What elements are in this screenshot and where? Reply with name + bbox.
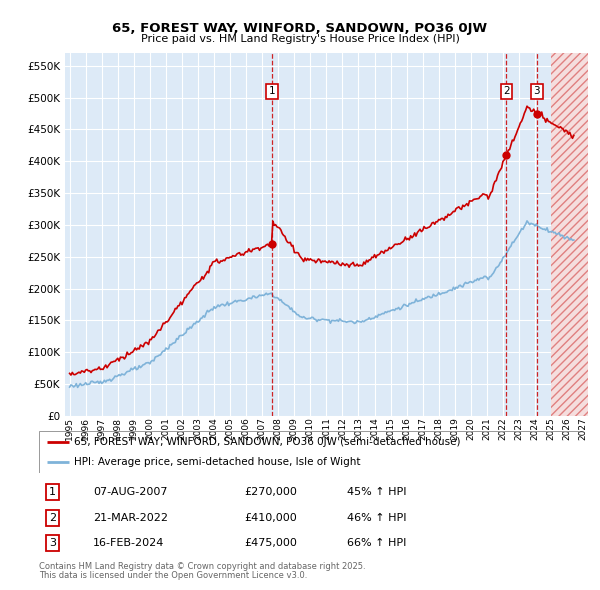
Text: 21-MAR-2022: 21-MAR-2022 <box>93 513 168 523</box>
Text: £475,000: £475,000 <box>244 538 297 548</box>
Text: £410,000: £410,000 <box>244 513 297 523</box>
Text: 3: 3 <box>533 86 540 96</box>
Text: This data is licensed under the Open Government Licence v3.0.: This data is licensed under the Open Gov… <box>39 571 307 580</box>
Text: 46% ↑ HPI: 46% ↑ HPI <box>347 513 406 523</box>
Text: 1: 1 <box>49 487 56 497</box>
Text: Contains HM Land Registry data © Crown copyright and database right 2025.: Contains HM Land Registry data © Crown c… <box>39 562 365 571</box>
Text: 65, FOREST WAY, WINFORD, SANDOWN, PO36 0JW: 65, FOREST WAY, WINFORD, SANDOWN, PO36 0… <box>112 22 488 35</box>
Text: 66% ↑ HPI: 66% ↑ HPI <box>347 538 406 548</box>
Bar <box>551 53 588 416</box>
Text: 2: 2 <box>503 86 510 96</box>
Text: 07-AUG-2007: 07-AUG-2007 <box>93 487 167 497</box>
Text: 65, FOREST WAY, WINFORD, SANDOWN, PO36 0JW (semi-detached house): 65, FOREST WAY, WINFORD, SANDOWN, PO36 0… <box>74 437 461 447</box>
Text: 1: 1 <box>269 86 275 96</box>
Text: 3: 3 <box>49 538 56 548</box>
Text: 45% ↑ HPI: 45% ↑ HPI <box>347 487 406 497</box>
Text: £270,000: £270,000 <box>244 487 297 497</box>
Text: HPI: Average price, semi-detached house, Isle of Wight: HPI: Average price, semi-detached house,… <box>74 457 361 467</box>
Text: Price paid vs. HM Land Registry's House Price Index (HPI): Price paid vs. HM Land Registry's House … <box>140 34 460 44</box>
Text: 2: 2 <box>49 513 56 523</box>
Text: 16-FEB-2024: 16-FEB-2024 <box>93 538 164 548</box>
